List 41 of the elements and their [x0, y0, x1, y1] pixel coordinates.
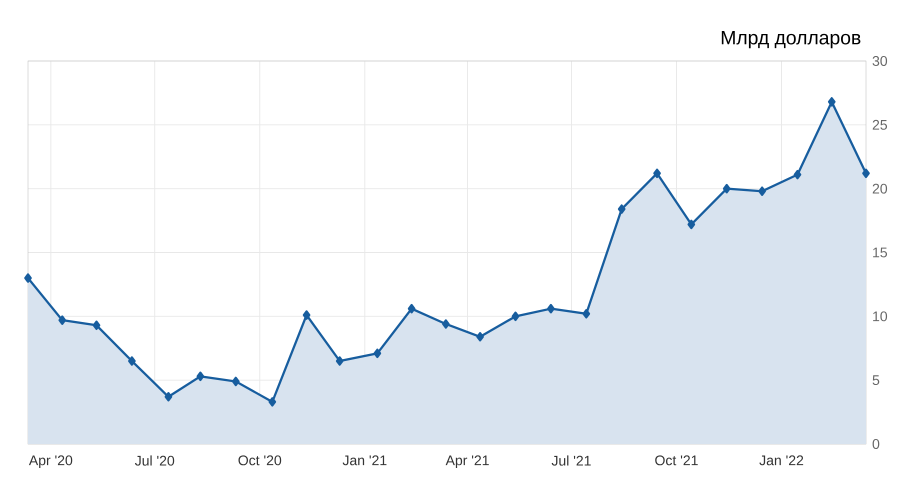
point [794, 170, 802, 180]
x-tick-label: Oct '20 [238, 455, 282, 466]
point [92, 320, 100, 330]
point [232, 376, 240, 386]
y-tick-label: 5 [872, 375, 880, 386]
point [722, 184, 731, 194]
point [58, 315, 66, 325]
y-tick-label: 10 [873, 311, 888, 322]
point [374, 348, 382, 358]
point [512, 312, 520, 322]
point [828, 97, 836, 107]
y-axis-title: Млрд долларов [722, 30, 860, 48]
x-tick-label: Jan '21 [342, 455, 386, 466]
point [687, 220, 696, 230]
point [268, 397, 276, 407]
point [758, 186, 766, 196]
y-tick-label: 30 [872, 56, 888, 66]
point [336, 356, 344, 366]
y-tick-label: 15 [873, 248, 888, 258]
x-tick-label: Apr '21 [446, 455, 489, 468]
point [24, 273, 32, 283]
point [476, 332, 484, 342]
point [302, 310, 310, 320]
x-tick-label: Apr '20 [28, 455, 72, 468]
y-tick-label: 25 [872, 120, 888, 130]
y-tick-label: 0 [872, 439, 880, 449]
point [862, 168, 870, 178]
point [618, 204, 626, 214]
point [547, 304, 555, 314]
point [164, 392, 172, 402]
x-tick-label: Jul '20 [134, 455, 174, 466]
point [653, 168, 661, 178]
x-tick-label: Jan '22 [759, 455, 804, 466]
y-tick-label: 20 [872, 184, 888, 194]
point [442, 319, 450, 329]
point [582, 309, 590, 319]
point [408, 304, 416, 314]
x-tick-label: Oct '21 [655, 455, 698, 466]
point [196, 372, 204, 382]
x-tick-label: Jul '21 [552, 455, 591, 466]
point [128, 356, 136, 366]
